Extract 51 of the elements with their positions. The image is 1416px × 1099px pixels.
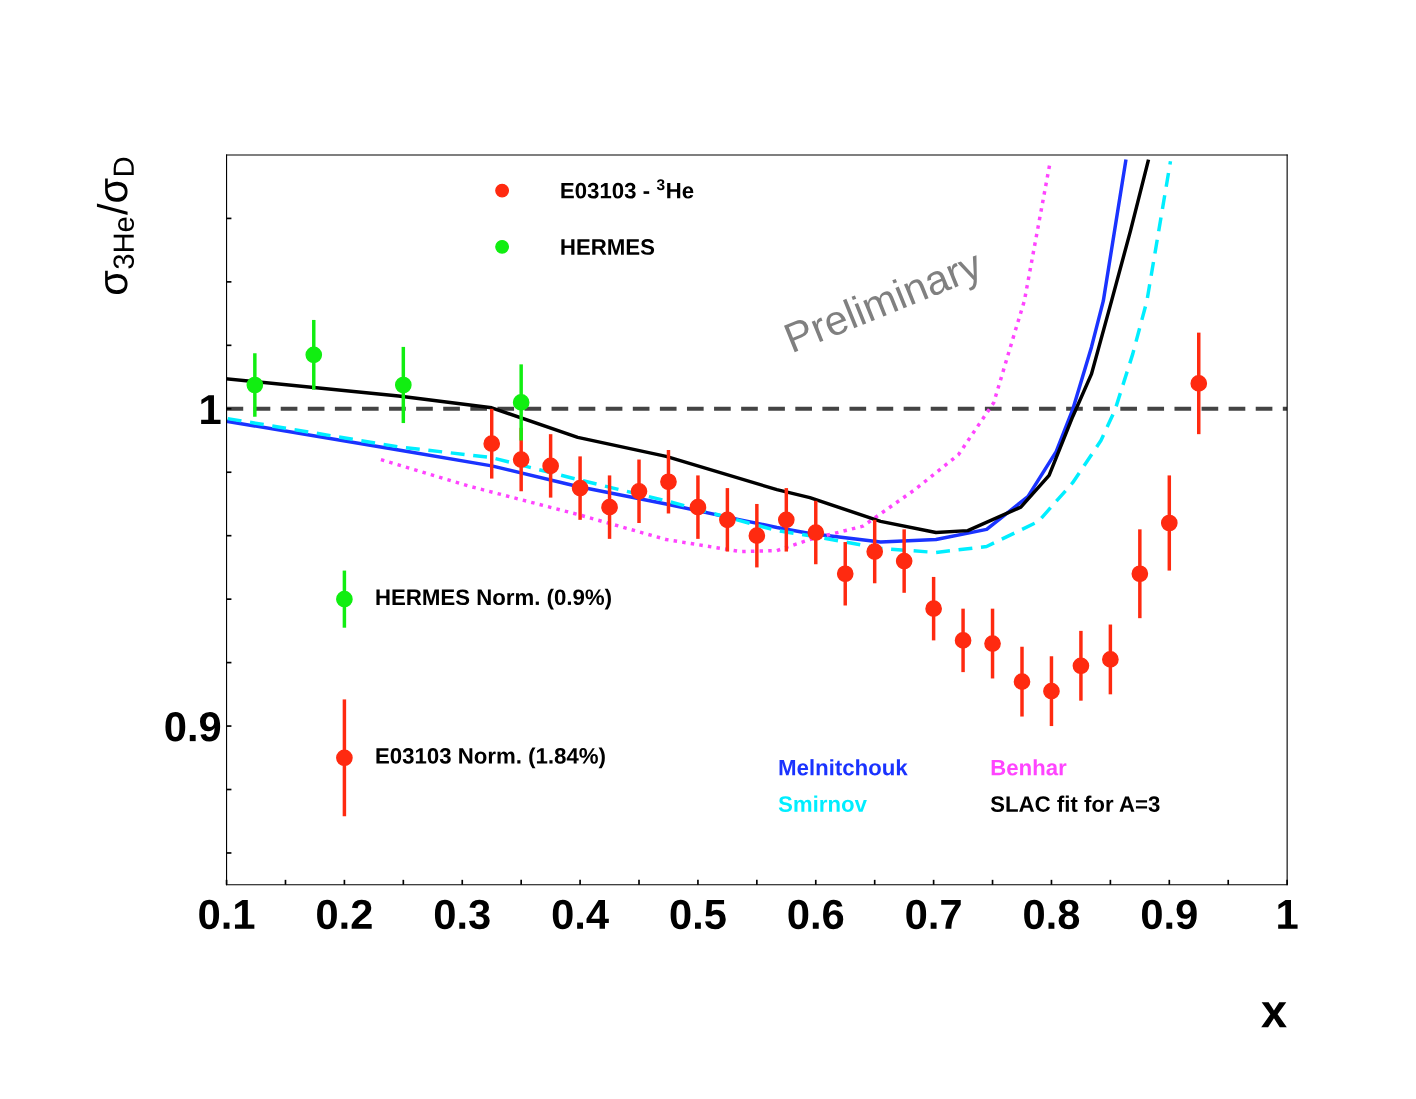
annotation: E03103 Norm. (1.84%) xyxy=(376,747,605,769)
text: Melnitchouk xyxy=(779,759,908,776)
annotation: HERMES Norm. (0.9%) xyxy=(376,588,611,610)
x-tick-label: 0.9 xyxy=(1141,899,1197,930)
legend-label: HERMES xyxy=(561,239,655,255)
point xyxy=(336,590,353,608)
point xyxy=(394,376,412,394)
point xyxy=(601,498,618,516)
point xyxy=(305,346,323,364)
x-tick-label: 0.8 xyxy=(1024,899,1080,930)
point xyxy=(1160,514,1178,532)
point xyxy=(866,543,884,560)
point xyxy=(246,376,264,394)
x-tick-label: 0.5 xyxy=(670,899,726,930)
point xyxy=(1043,682,1060,700)
x-tick-label: 0.2 xyxy=(317,899,372,930)
point xyxy=(807,524,825,541)
x-tick-label: 0.4 xyxy=(552,899,609,930)
x-tick-label: 0.6 xyxy=(788,899,844,930)
x-tick-label: 0.3 xyxy=(434,899,490,930)
text: Smirnov xyxy=(778,795,867,812)
point xyxy=(836,565,854,583)
x-axis-title: x xyxy=(1261,1002,1287,1028)
legend-label: E03103 - $^{3}$He xyxy=(561,179,694,199)
point xyxy=(630,482,648,500)
point xyxy=(336,749,353,767)
point xyxy=(571,479,589,497)
x-tick-label: 1 xyxy=(1278,900,1298,929)
x-tick-label: 0.7 xyxy=(906,899,961,930)
point xyxy=(512,394,530,411)
point xyxy=(542,457,559,475)
point xyxy=(895,552,913,570)
point xyxy=(1190,375,1208,392)
point xyxy=(954,632,972,649)
text: Benhar xyxy=(991,759,1067,776)
point xyxy=(748,527,766,545)
point xyxy=(1131,565,1149,583)
point xyxy=(689,498,707,516)
point xyxy=(660,473,677,491)
point xyxy=(925,600,942,617)
point xyxy=(483,435,501,453)
point xyxy=(984,635,1001,652)
point xyxy=(512,451,530,468)
point xyxy=(1102,651,1119,668)
y-axis-title: σ$_{3He}$/σ$_{D}$ xyxy=(96,157,135,295)
x-tick-label: 0.1 xyxy=(199,899,255,930)
point xyxy=(1072,657,1090,675)
point xyxy=(777,511,795,529)
text: SLAC fit for A=3 xyxy=(990,795,1160,812)
point xyxy=(1013,673,1031,690)
point xyxy=(719,511,736,529)
